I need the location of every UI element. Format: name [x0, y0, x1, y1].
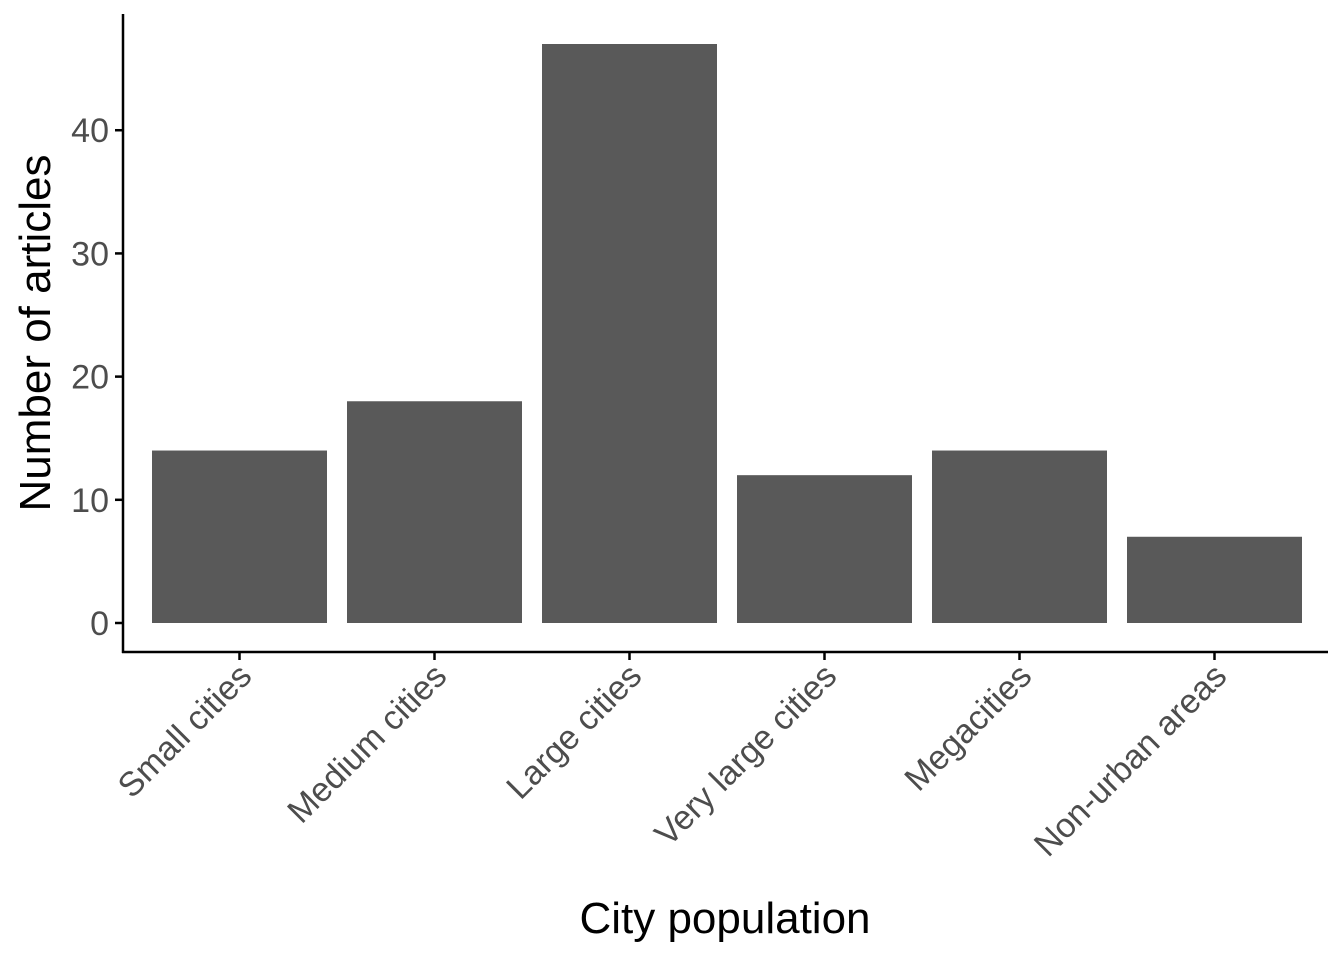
- bars-group: [152, 44, 1302, 623]
- y-tick-label: 0: [90, 605, 109, 643]
- x-axis-ticks: Small cities Medium cities Large citiesVer…: [111, 652, 1234, 864]
- x-tick-label: Non-urban areas: [1027, 657, 1234, 864]
- x-tick-label: Very large cities: [648, 657, 845, 854]
- x-tick-label: Small cities: [111, 657, 259, 805]
- x-tick-label: Megacities: [897, 657, 1039, 799]
- bar-non-urban-areas: [1127, 536, 1302, 623]
- bar-large-cities: [542, 44, 717, 623]
- bar-very-large-cities: [737, 475, 912, 623]
- bar-small-cities: [152, 450, 327, 623]
- y-tick-label: 30: [71, 235, 109, 273]
- y-tick-label: 10: [71, 482, 109, 520]
- y-tick-label: 40: [71, 112, 109, 150]
- y-tick-label: 20: [71, 359, 109, 397]
- x-tick-label: Medium cities: [280, 657, 454, 831]
- x-tick-label: Large cities: [499, 657, 649, 807]
- y-axis-title: Number of articles: [11, 154, 60, 511]
- bar-medium-cities: [347, 401, 522, 623]
- y-axis-ticks: 0 10 20 30 40: [71, 112, 123, 643]
- x-axis-title: City population: [579, 894, 870, 943]
- bar-megacities: [932, 450, 1107, 623]
